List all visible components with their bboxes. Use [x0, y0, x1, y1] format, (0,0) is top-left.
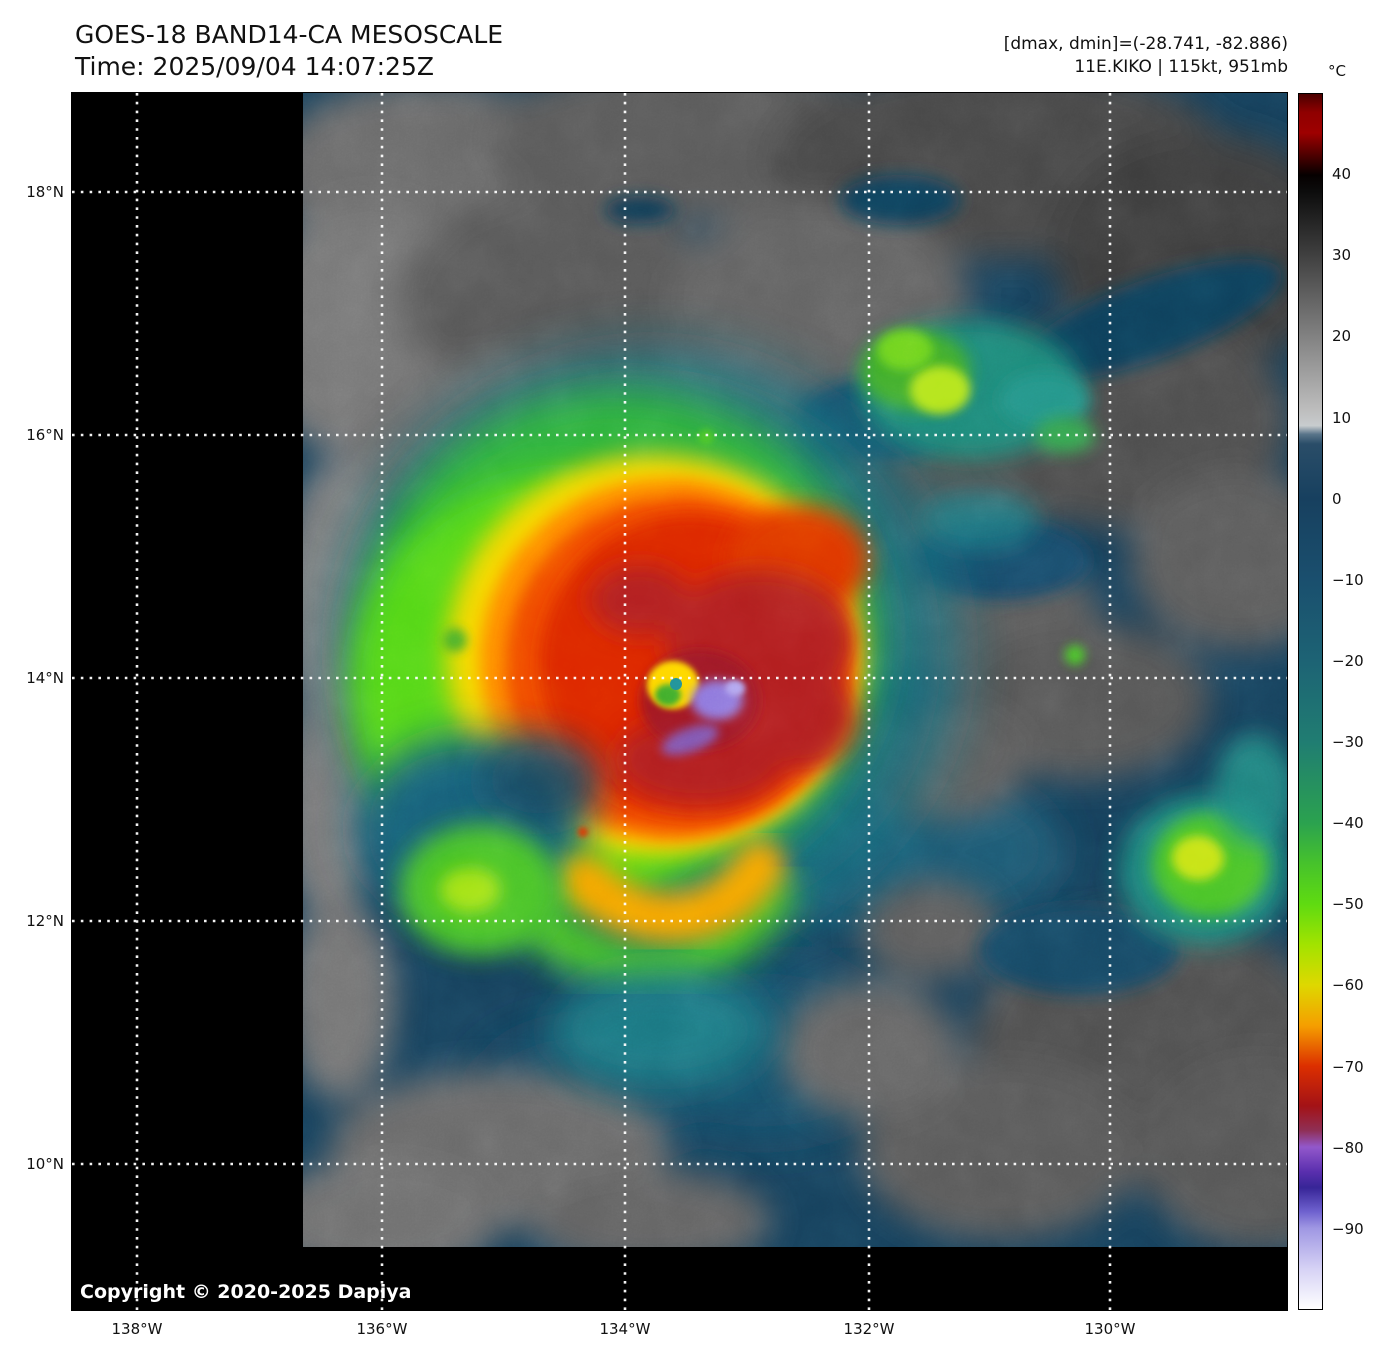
colorbar-tick-label: −40: [1332, 814, 1364, 833]
colorbar-tick-label: 10: [1332, 408, 1352, 427]
colorbar-tick-label: −90: [1332, 1219, 1364, 1238]
latitude-tick-label: 10°N: [26, 1154, 64, 1173]
colorbar-tick-label: −80: [1332, 1138, 1364, 1157]
colorbar-tick-label: −30: [1332, 733, 1364, 752]
dmax-dmin-readout: [dmax, dmin]=(-28.741, -82.886): [1003, 34, 1288, 54]
colorbar-tick-label: −20: [1332, 651, 1364, 670]
colorbar-unit-label: °C: [1328, 62, 1346, 80]
image-title: GOES-18 BAND14-CA MESOSCALE: [75, 20, 504, 49]
copyright-text: Copyright © 2020-2025 Dapiya: [80, 1281, 412, 1303]
storm-info-readout: 11E.KIKO | 115kt, 951mb: [1074, 57, 1288, 77]
satellite-map: Copyright © 2020-2025 Dapiya: [71, 92, 1288, 1311]
colorbar-tick-label: −70: [1332, 1057, 1364, 1076]
longitude-tick-label: 134°W: [599, 1320, 651, 1338]
satellite-scene-svg: [72, 93, 1287, 1310]
latitude-tick-label: 14°N: [26, 669, 64, 687]
colorbar-tick-label: −60: [1332, 976, 1364, 995]
satellite-data-region: [303, 93, 1287, 1247]
colorbar-tick-label: 40: [1332, 165, 1352, 184]
colorbar-tick-label: 0: [1332, 489, 1342, 508]
longitude-tick-label: 132°W: [843, 1320, 895, 1338]
longitude-tick-label: 138°W: [111, 1320, 163, 1338]
latitude-tick-label: 12°N: [26, 912, 64, 931]
colorbar-tick-label: −50: [1332, 895, 1364, 914]
graticule-gridlines: [72, 93, 1287, 1310]
longitude-tick-label: 130°W: [1084, 1320, 1136, 1338]
image-timestamp: Time: 2025/09/04 14:07:25Z: [75, 52, 434, 81]
colorbar: [1298, 93, 1323, 1310]
colorbar-tick-label: 30: [1332, 246, 1352, 265]
latitude-tick-label: 18°N: [26, 182, 64, 201]
longitude-tick-label: 136°W: [356, 1320, 408, 1338]
colorbar-tick-label: −10: [1332, 570, 1364, 589]
colorbar-tick-label: 20: [1332, 327, 1352, 346]
latitude-tick-label: 16°N: [26, 425, 64, 444]
